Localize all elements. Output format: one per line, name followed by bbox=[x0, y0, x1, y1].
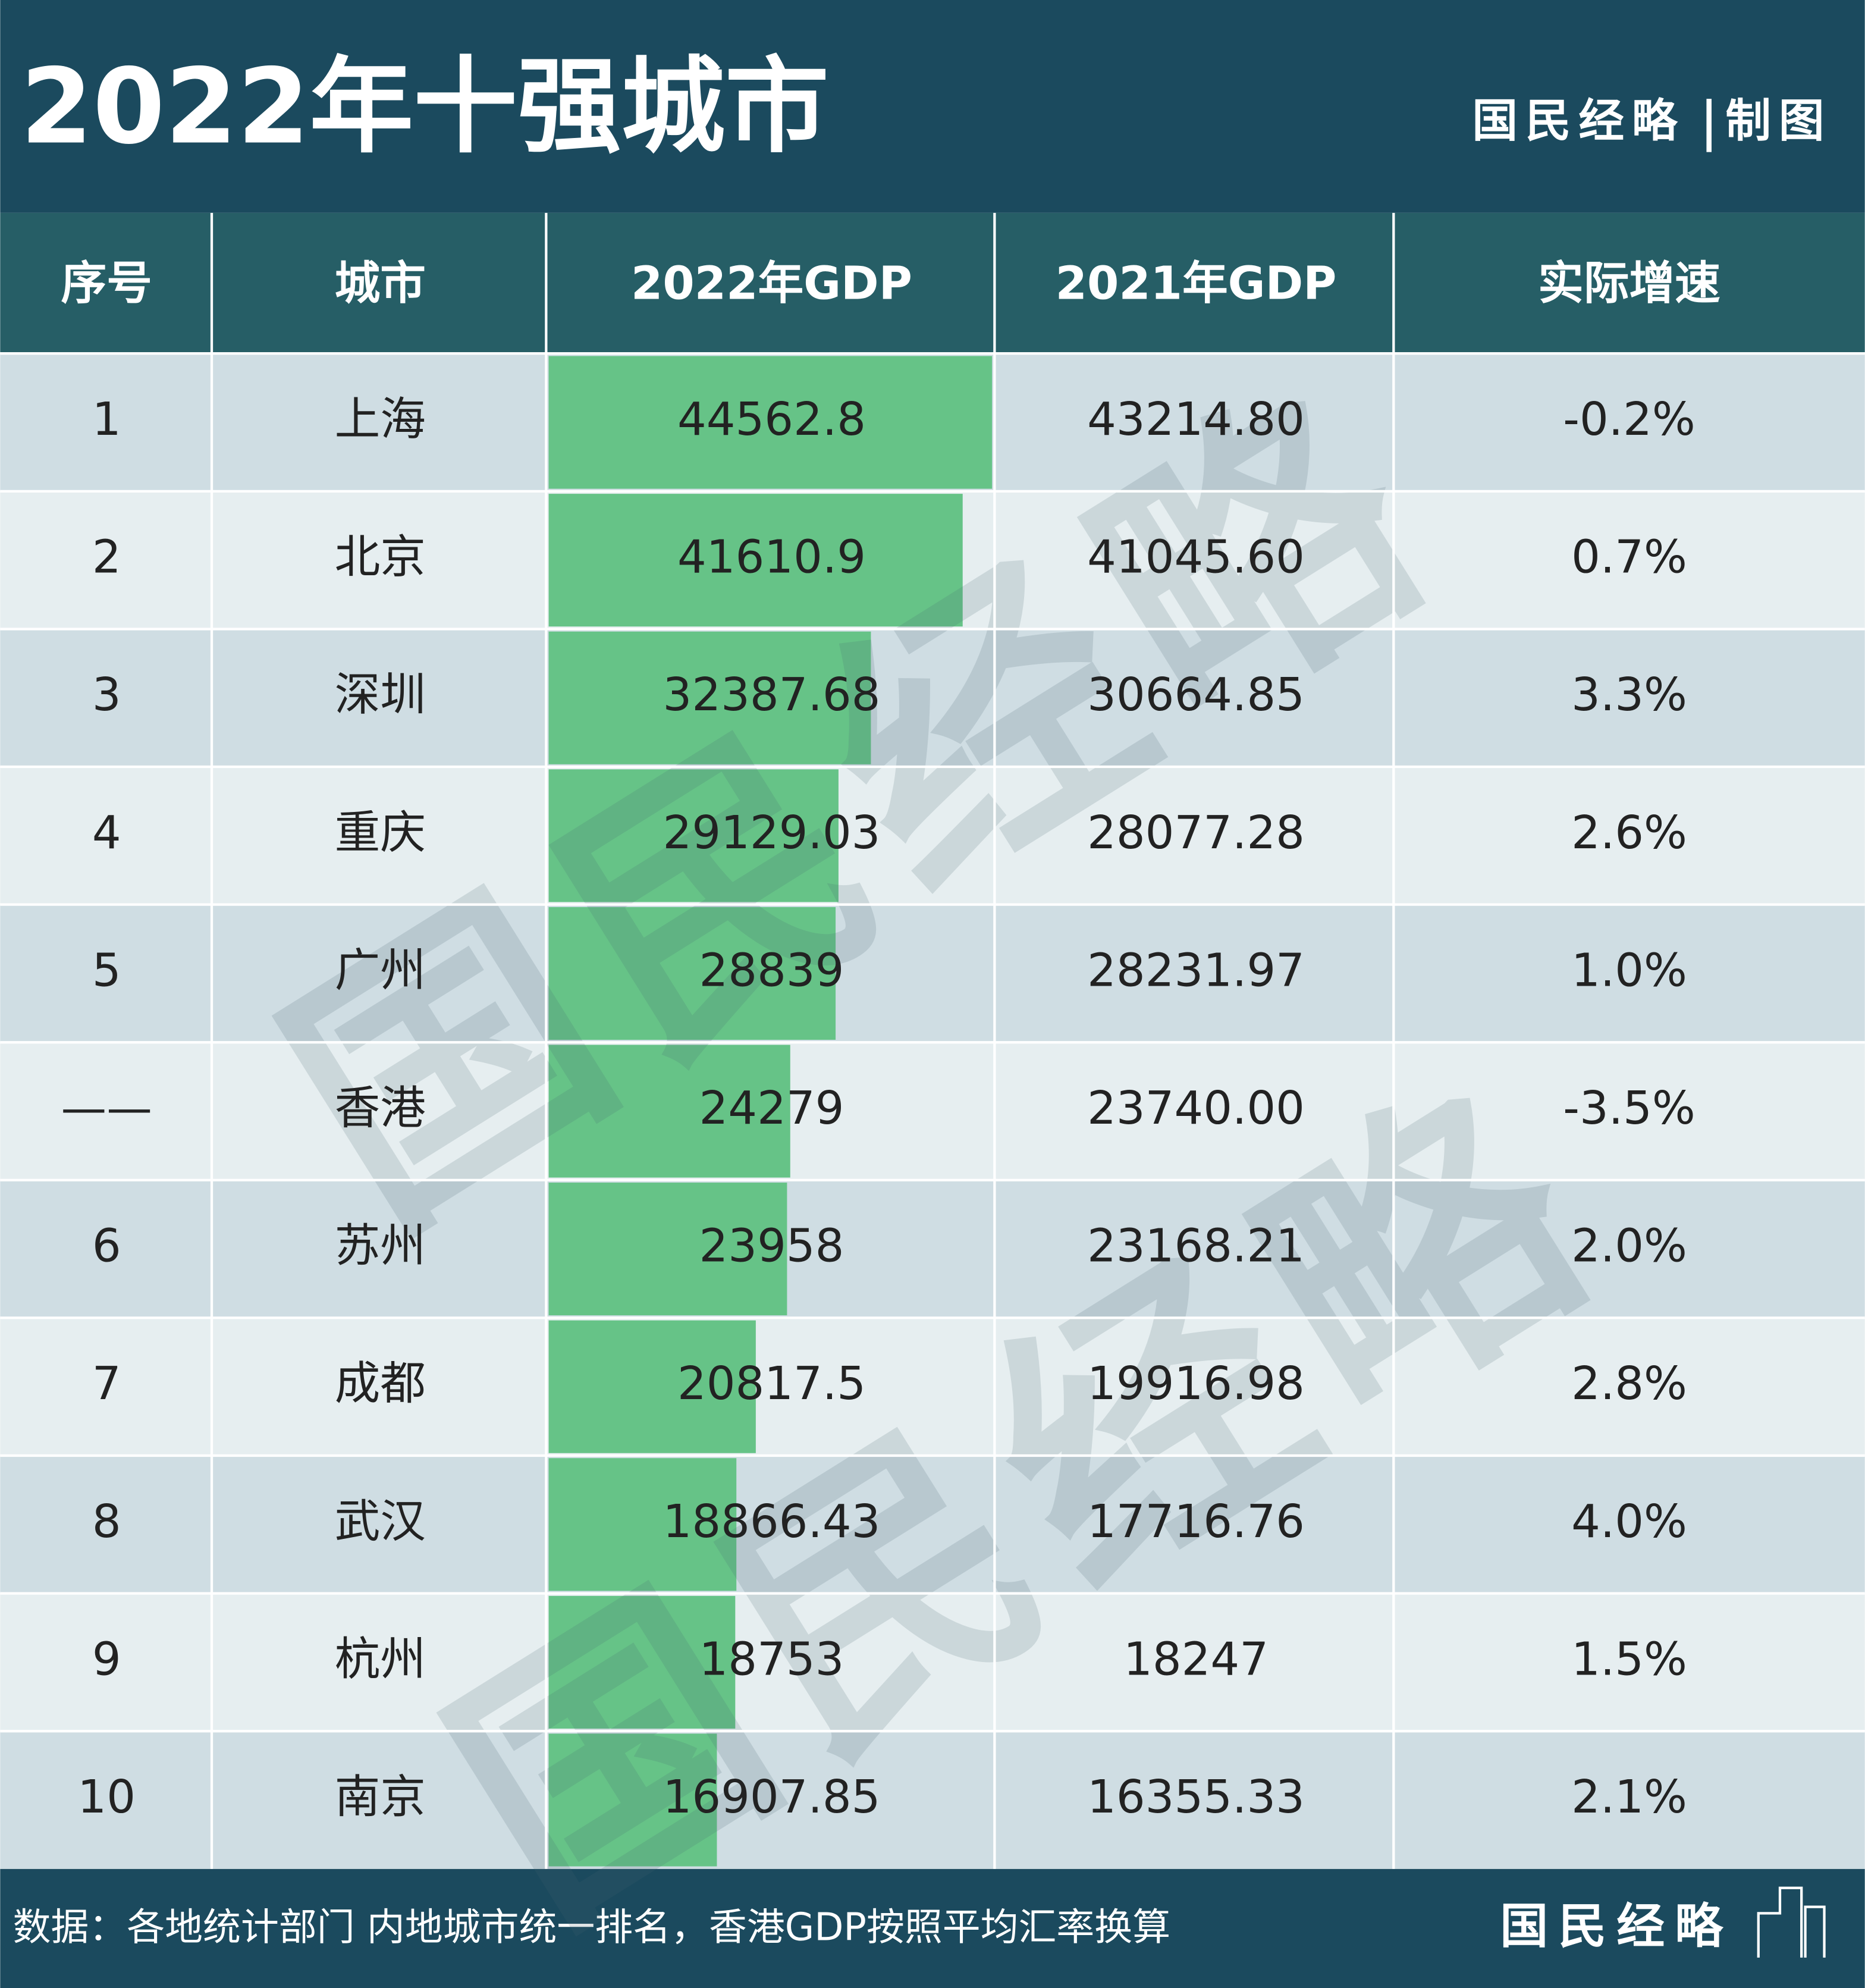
row-bg bbox=[0, 1456, 1865, 1594]
title: 2022年十强城市 bbox=[20, 47, 828, 168]
cell: 6 bbox=[92, 1220, 121, 1273]
gdp-bar bbox=[548, 1595, 736, 1729]
footer-bg bbox=[0, 1868, 1865, 1988]
cell: 18866.43 bbox=[663, 1495, 881, 1548]
gdp-bar bbox=[548, 494, 963, 627]
cell: 16355.33 bbox=[1087, 1771, 1305, 1824]
cell: 5 bbox=[92, 944, 121, 997]
cell: -3.5% bbox=[1563, 1082, 1695, 1135]
footer-note: 数据：各地统计部门 内地城市统一排名，香港GDP按照平均汇率换算 bbox=[13, 1906, 1170, 1950]
gdp-bar bbox=[548, 1320, 756, 1453]
cell: 16907.85 bbox=[663, 1771, 881, 1824]
cell: 1.5% bbox=[1571, 1633, 1687, 1686]
cell: 7 bbox=[92, 1357, 121, 1410]
cell: 23958 bbox=[699, 1220, 844, 1273]
cell: 28839 bbox=[699, 944, 844, 997]
row-bg bbox=[0, 1318, 1865, 1456]
cell: 20817.5 bbox=[677, 1357, 866, 1410]
cell: 3.3% bbox=[1571, 669, 1687, 722]
row-bg bbox=[0, 629, 1865, 767]
cell: 0.7% bbox=[1571, 531, 1687, 584]
cell: 32387.68 bbox=[663, 669, 881, 722]
cell: 28077.28 bbox=[1087, 807, 1305, 860]
row-bg bbox=[0, 767, 1865, 905]
gdp-bar bbox=[548, 769, 839, 902]
row-bg bbox=[0, 1180, 1865, 1318]
cell: 上海 bbox=[335, 393, 426, 446]
cell: 2.6% bbox=[1571, 807, 1687, 860]
logo-icon bbox=[1757, 1886, 1826, 1958]
gdp-bar bbox=[548, 1733, 717, 1867]
column-header-bg bbox=[0, 212, 1865, 353]
column-header: 序号 bbox=[61, 257, 152, 310]
row-bg bbox=[0, 1593, 1865, 1732]
header-bg bbox=[0, 0, 1865, 213]
column-header: 2022年GDP bbox=[631, 257, 912, 310]
gdp-bar bbox=[548, 1045, 790, 1178]
cell: 41610.9 bbox=[677, 531, 866, 584]
gdp-bar bbox=[548, 356, 993, 489]
cell: 23168.21 bbox=[1087, 1220, 1305, 1273]
cell: 成都 bbox=[335, 1357, 426, 1410]
credit: 国民经略 bbox=[1472, 95, 1685, 148]
footer-brand: 国民经略 bbox=[1500, 1899, 1733, 1955]
cell: 4 bbox=[92, 807, 121, 860]
cell: 武汉 bbox=[335, 1495, 426, 1548]
cell: 18753 bbox=[699, 1633, 844, 1686]
cell: 8 bbox=[92, 1495, 121, 1548]
cell: 9 bbox=[92, 1633, 121, 1686]
cell: 4.0% bbox=[1571, 1495, 1687, 1548]
gdp-bar bbox=[548, 907, 836, 1040]
column-header: 城市 bbox=[335, 257, 426, 310]
cell: 1 bbox=[92, 393, 121, 446]
cell: 北京 bbox=[335, 531, 426, 584]
cell: 17716.76 bbox=[1087, 1495, 1305, 1548]
cell: -0.2% bbox=[1563, 393, 1695, 446]
cell: 香港 bbox=[335, 1082, 426, 1135]
cell: 30664.85 bbox=[1087, 669, 1305, 722]
gdp-bar bbox=[548, 1183, 787, 1316]
cell: 29129.03 bbox=[663, 807, 881, 860]
row-bg bbox=[0, 1731, 1865, 1869]
cell: 18247 bbox=[1123, 1633, 1269, 1686]
column-header: 实际增速 bbox=[1538, 257, 1720, 310]
gdp-bar bbox=[548, 1458, 737, 1591]
cell: 深圳 bbox=[335, 669, 426, 722]
credit-suffix: 制图 bbox=[1725, 95, 1832, 148]
cell: 19916.98 bbox=[1087, 1357, 1305, 1410]
cell: 44562.8 bbox=[677, 393, 866, 446]
cell: 43214.80 bbox=[1087, 393, 1305, 446]
cell: 重庆 bbox=[335, 807, 426, 860]
cell: 广州 bbox=[335, 944, 426, 997]
cell: 2.1% bbox=[1571, 1771, 1687, 1824]
cell: —— bbox=[61, 1082, 152, 1135]
cell: 23740.00 bbox=[1087, 1082, 1305, 1135]
column-header: 2021年GDP bbox=[1056, 257, 1337, 310]
cell: 2.8% bbox=[1571, 1357, 1687, 1410]
cell: 1.0% bbox=[1571, 944, 1687, 997]
cell: 28231.97 bbox=[1087, 944, 1305, 997]
cell: 2.0% bbox=[1571, 1220, 1687, 1273]
cell: 苏州 bbox=[335, 1220, 426, 1273]
gdp-bar bbox=[548, 631, 871, 764]
cell: 3 bbox=[92, 669, 121, 722]
cell: 10 bbox=[77, 1771, 136, 1824]
cell: 24279 bbox=[699, 1082, 844, 1135]
cell: 杭州 bbox=[335, 1633, 426, 1686]
cell: 南京 bbox=[335, 1771, 426, 1824]
row-bg bbox=[0, 904, 1865, 1043]
cell: 41045.60 bbox=[1087, 531, 1305, 584]
row-bg bbox=[0, 1042, 1865, 1180]
cell: 2 bbox=[92, 531, 121, 584]
